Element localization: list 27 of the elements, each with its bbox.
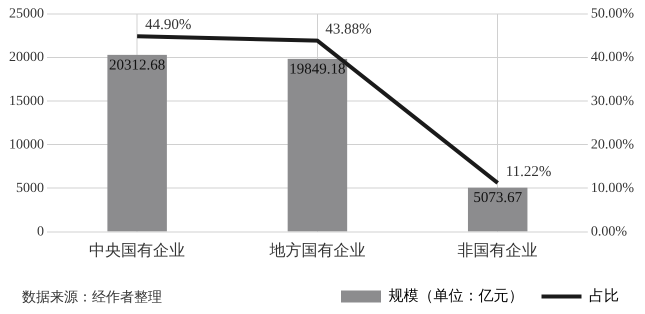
data-label: 43.88% (325, 22, 372, 38)
y-tick-label: 0 (37, 224, 44, 240)
y2-tick-label: 20.00% (590, 137, 634, 152)
data-label: 5073.67 (473, 190, 523, 206)
y-tick-label: 15000 (9, 94, 44, 109)
y2-tick-label: 10.00% (590, 180, 634, 196)
bar (107, 54, 167, 232)
bar (288, 58, 348, 232)
y2-tick-label: 40.00% (590, 50, 634, 66)
source-note: 数据来源：经作者整理 (22, 290, 162, 306)
y2-tick-label: 30.00% (590, 94, 634, 109)
data-label: 44.90% (145, 17, 192, 34)
y2-tick-label: 0.00% (590, 224, 628, 240)
data-label: 19849.18 (289, 61, 346, 78)
bar (468, 188, 528, 232)
y-tick-label: 20000 (9, 50, 44, 66)
x-tick-label: 中央国有企业 (89, 242, 186, 260)
legend-label: 占比 (589, 287, 619, 304)
y-tick-label: 10000 (9, 137, 44, 152)
y2-tick-label: 50.00% (590, 6, 634, 22)
legend-label: 规模（单位：亿元） (388, 287, 524, 304)
data-label: 11.22% (506, 164, 552, 180)
y-tick-label: 25000 (9, 6, 44, 22)
data-label: 20312.68 (109, 57, 166, 74)
y-tick-label: 5000 (16, 180, 44, 196)
x-tick-label: 地方国有企业 (268, 242, 366, 260)
x-tick-label: 非国有企业 (458, 242, 538, 260)
